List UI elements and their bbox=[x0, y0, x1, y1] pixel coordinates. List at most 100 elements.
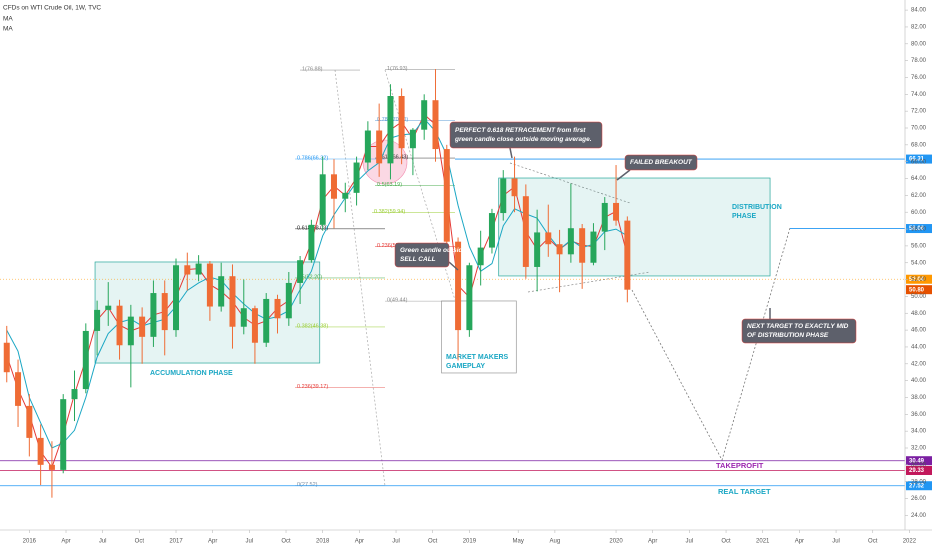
y-tick-label: 56.00 bbox=[911, 243, 927, 249]
candle-body bbox=[71, 389, 78, 400]
callout: FAILED BREAKOUT bbox=[616, 154, 698, 181]
highlight-circle bbox=[362, 139, 408, 185]
y-tick-label: 74.00 bbox=[911, 92, 927, 98]
y-tick-label: 60.00 bbox=[911, 210, 927, 216]
x-tick-label: Apr bbox=[355, 539, 364, 545]
candle-body bbox=[500, 178, 507, 214]
y-tick-label: 32.00 bbox=[911, 446, 927, 452]
candle-body bbox=[466, 265, 473, 331]
zone-label: GAMEPLAY bbox=[446, 363, 485, 370]
y-tick-label: 76.00 bbox=[911, 75, 927, 81]
y-tick-label: 78.00 bbox=[911, 58, 927, 64]
fib-label: 0.236(55.90) bbox=[377, 243, 408, 249]
y-tick-label: 26.00 bbox=[911, 496, 927, 502]
candle-body bbox=[387, 96, 394, 164]
x-tick-label: Jul bbox=[686, 539, 694, 545]
x-tick-label: Oct bbox=[281, 539, 291, 545]
fib-label: 0.5(52.20) bbox=[297, 274, 322, 280]
target-label: TAKEPROFIT bbox=[716, 461, 764, 470]
candle-body bbox=[601, 202, 608, 232]
candle-body bbox=[511, 178, 518, 197]
candle-body bbox=[82, 330, 89, 390]
y-tick-label: 50.00 bbox=[911, 294, 927, 300]
y-tick-label: 70.00 bbox=[911, 126, 927, 132]
candle-body bbox=[342, 192, 349, 199]
candle-body bbox=[364, 130, 371, 163]
y-tick-label: 68.00 bbox=[911, 142, 927, 148]
y-tick-label: 40.00 bbox=[911, 378, 927, 384]
x-tick-label: 2019 bbox=[463, 539, 477, 545]
candle-body bbox=[534, 232, 541, 267]
candle-body bbox=[218, 276, 225, 307]
candle-body bbox=[285, 282, 292, 319]
candle-body bbox=[376, 130, 383, 164]
candle-body bbox=[263, 298, 270, 343]
price-label: 58.06 bbox=[909, 226, 925, 232]
price-label: 29.33 bbox=[909, 468, 925, 474]
y-tick-label: 58.00 bbox=[911, 227, 927, 233]
callout-text: FAILED BREAKOUT bbox=[630, 159, 693, 166]
y-tick-label: 54.00 bbox=[911, 260, 927, 266]
fib-label: 0(27.52) bbox=[297, 482, 318, 488]
y-tick-label: 34.00 bbox=[911, 429, 927, 435]
candle-body bbox=[330, 174, 337, 199]
candle-body bbox=[590, 231, 597, 263]
y-tick-label: 52.00 bbox=[911, 277, 927, 283]
candle-body bbox=[161, 293, 168, 331]
price-label: 50.80 bbox=[909, 287, 925, 293]
x-tick-label: Oct bbox=[868, 539, 878, 545]
candle-body bbox=[421, 100, 428, 130]
zone-label: PHASE bbox=[732, 213, 756, 220]
y-tick-label: 66.00 bbox=[911, 159, 927, 165]
callout-text: green candle close outside moving averag… bbox=[454, 136, 592, 143]
callout: PERFECT 0.618 RETRACEMENT from first gree… bbox=[449, 121, 603, 159]
x-tick-label: Jul bbox=[392, 539, 400, 545]
callout-text: OF DISTRIBUTION PHASE bbox=[747, 332, 829, 339]
fib-label: 0.236(39.17) bbox=[297, 384, 328, 390]
zone-label: ACCUMULATION PHASE bbox=[150, 370, 233, 377]
candle-body bbox=[556, 244, 563, 255]
candle-body bbox=[195, 263, 202, 275]
candle-body bbox=[116, 305, 123, 346]
candle-body bbox=[488, 213, 495, 248]
x-tick-label: 2021 bbox=[756, 539, 770, 545]
fib-label: 1(76.88) bbox=[302, 67, 323, 73]
y-tick-label: 84.00 bbox=[911, 8, 927, 14]
x-tick-label: May bbox=[513, 539, 524, 545]
candle-body bbox=[127, 316, 134, 346]
candle-body bbox=[477, 247, 484, 266]
callout-tail bbox=[616, 169, 631, 181]
x-tick-label: Oct bbox=[135, 539, 145, 545]
y-tick-label: 48.00 bbox=[911, 311, 927, 317]
price-label-box bbox=[906, 224, 932, 234]
candle-body bbox=[240, 308, 247, 327]
trend-line bbox=[509, 162, 631, 204]
candle-body bbox=[353, 162, 360, 193]
zone-label: MARKET MAKERS bbox=[446, 354, 509, 361]
callout-box bbox=[449, 121, 603, 149]
x-tick-label: Apr bbox=[648, 539, 657, 545]
x-tick-label: Apr bbox=[208, 539, 217, 545]
callout-text: Green candle outside. bbox=[400, 247, 468, 254]
zone bbox=[441, 300, 517, 374]
candle-body bbox=[94, 309, 101, 331]
candle-body bbox=[60, 399, 67, 470]
price-label: 27.52 bbox=[909, 483, 925, 489]
price-label-box bbox=[906, 274, 932, 284]
price-label: 30.49 bbox=[909, 458, 925, 464]
projection-line bbox=[631, 227, 791, 462]
candle-body bbox=[522, 196, 529, 267]
callout-text: NEXT TARGET TO EXACTLY MID bbox=[747, 323, 849, 330]
candle-body bbox=[443, 149, 450, 242]
y-tick-label: 36.00 bbox=[911, 412, 927, 418]
price-label: 52.04 bbox=[909, 277, 925, 283]
candle-body bbox=[150, 293, 157, 337]
candle-body bbox=[37, 437, 44, 465]
candle-body bbox=[613, 202, 620, 221]
y-tick-label: 72.00 bbox=[911, 109, 927, 115]
callout-box bbox=[394, 242, 450, 268]
price-label-box bbox=[906, 154, 932, 164]
y-tick-label: 24.00 bbox=[911, 513, 927, 519]
candle-body bbox=[251, 308, 258, 343]
